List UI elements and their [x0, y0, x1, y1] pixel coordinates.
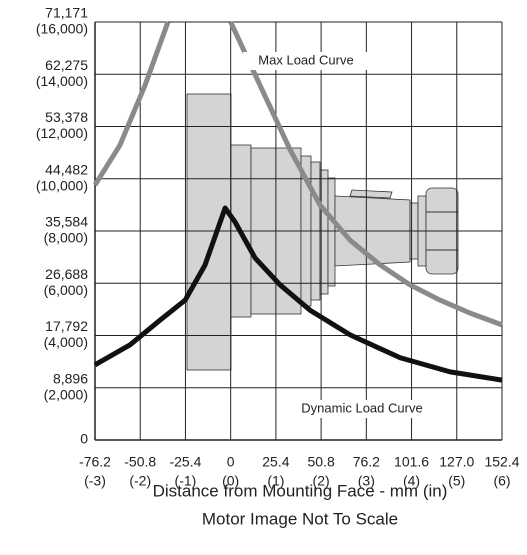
y-tick-label: (10,000) [36, 177, 88, 193]
x-axis-label: Distance from Mounting Face - mm (in) [153, 481, 448, 500]
x-tick-label: 0 [227, 454, 235, 470]
x-tick-label: 152.4 [484, 454, 519, 470]
label-bg [284, 400, 440, 418]
x-tick-label: 76.2 [353, 454, 380, 470]
series-label: Max Load Curve [258, 52, 353, 67]
x-tick-label: (-3) [84, 473, 106, 489]
y-tick-label: 62,275 [45, 57, 88, 73]
x-tick-label: 25.4 [262, 454, 289, 470]
y-tick-label: 0 [80, 431, 88, 447]
x-tick-label: (4) [403, 473, 420, 489]
x-tick-label: (1) [267, 473, 284, 489]
series-label: Dynamic Load Curve [301, 400, 422, 415]
y-tick-label: 71,171 [45, 5, 88, 21]
x-tick-label: (6) [493, 473, 510, 489]
y-tick-label: 26,688 [45, 266, 88, 282]
y-tick-label: (8,000) [44, 230, 88, 246]
subtitle: Motor Image Not To Scale [202, 509, 398, 528]
x-tick-label: -25.4 [169, 454, 201, 470]
series-line [92, 20, 503, 328]
x-tick-label: 101.6 [394, 454, 429, 470]
y-tick-label: 44,482 [45, 161, 88, 177]
x-tick-label: -76.2 [79, 454, 111, 470]
motor-image [186, 93, 459, 371]
y-tick-label: 8,896 [53, 370, 88, 386]
x-tick-label: (5) [448, 473, 465, 489]
x-tick-label: 127.0 [439, 454, 474, 470]
series-line [93, 205, 503, 383]
x-tick-label: -50.8 [124, 454, 156, 470]
y-tick-label: (12,000) [36, 125, 88, 141]
x-tick-label: (-1) [175, 473, 197, 489]
y-tick-label: (6,000) [44, 282, 88, 298]
y-tick-label: (4,000) [44, 334, 88, 350]
x-tick-label: (0) [222, 473, 239, 489]
x-tick-label: (2) [313, 473, 330, 489]
x-tick-label: (3) [358, 473, 375, 489]
y-tick-label: 53,378 [45, 109, 88, 125]
label-bg [243, 52, 369, 70]
y-tick-label: (2,000) [44, 386, 88, 402]
y-tick-label: 17,792 [45, 318, 88, 334]
x-tick-label: 50.8 [307, 454, 334, 470]
y-tick-label: (16,000) [36, 21, 88, 37]
y-tick-label: 35,584 [45, 214, 88, 230]
y-tick-label: (14,000) [36, 73, 88, 89]
x-tick-label: (-2) [129, 473, 151, 489]
